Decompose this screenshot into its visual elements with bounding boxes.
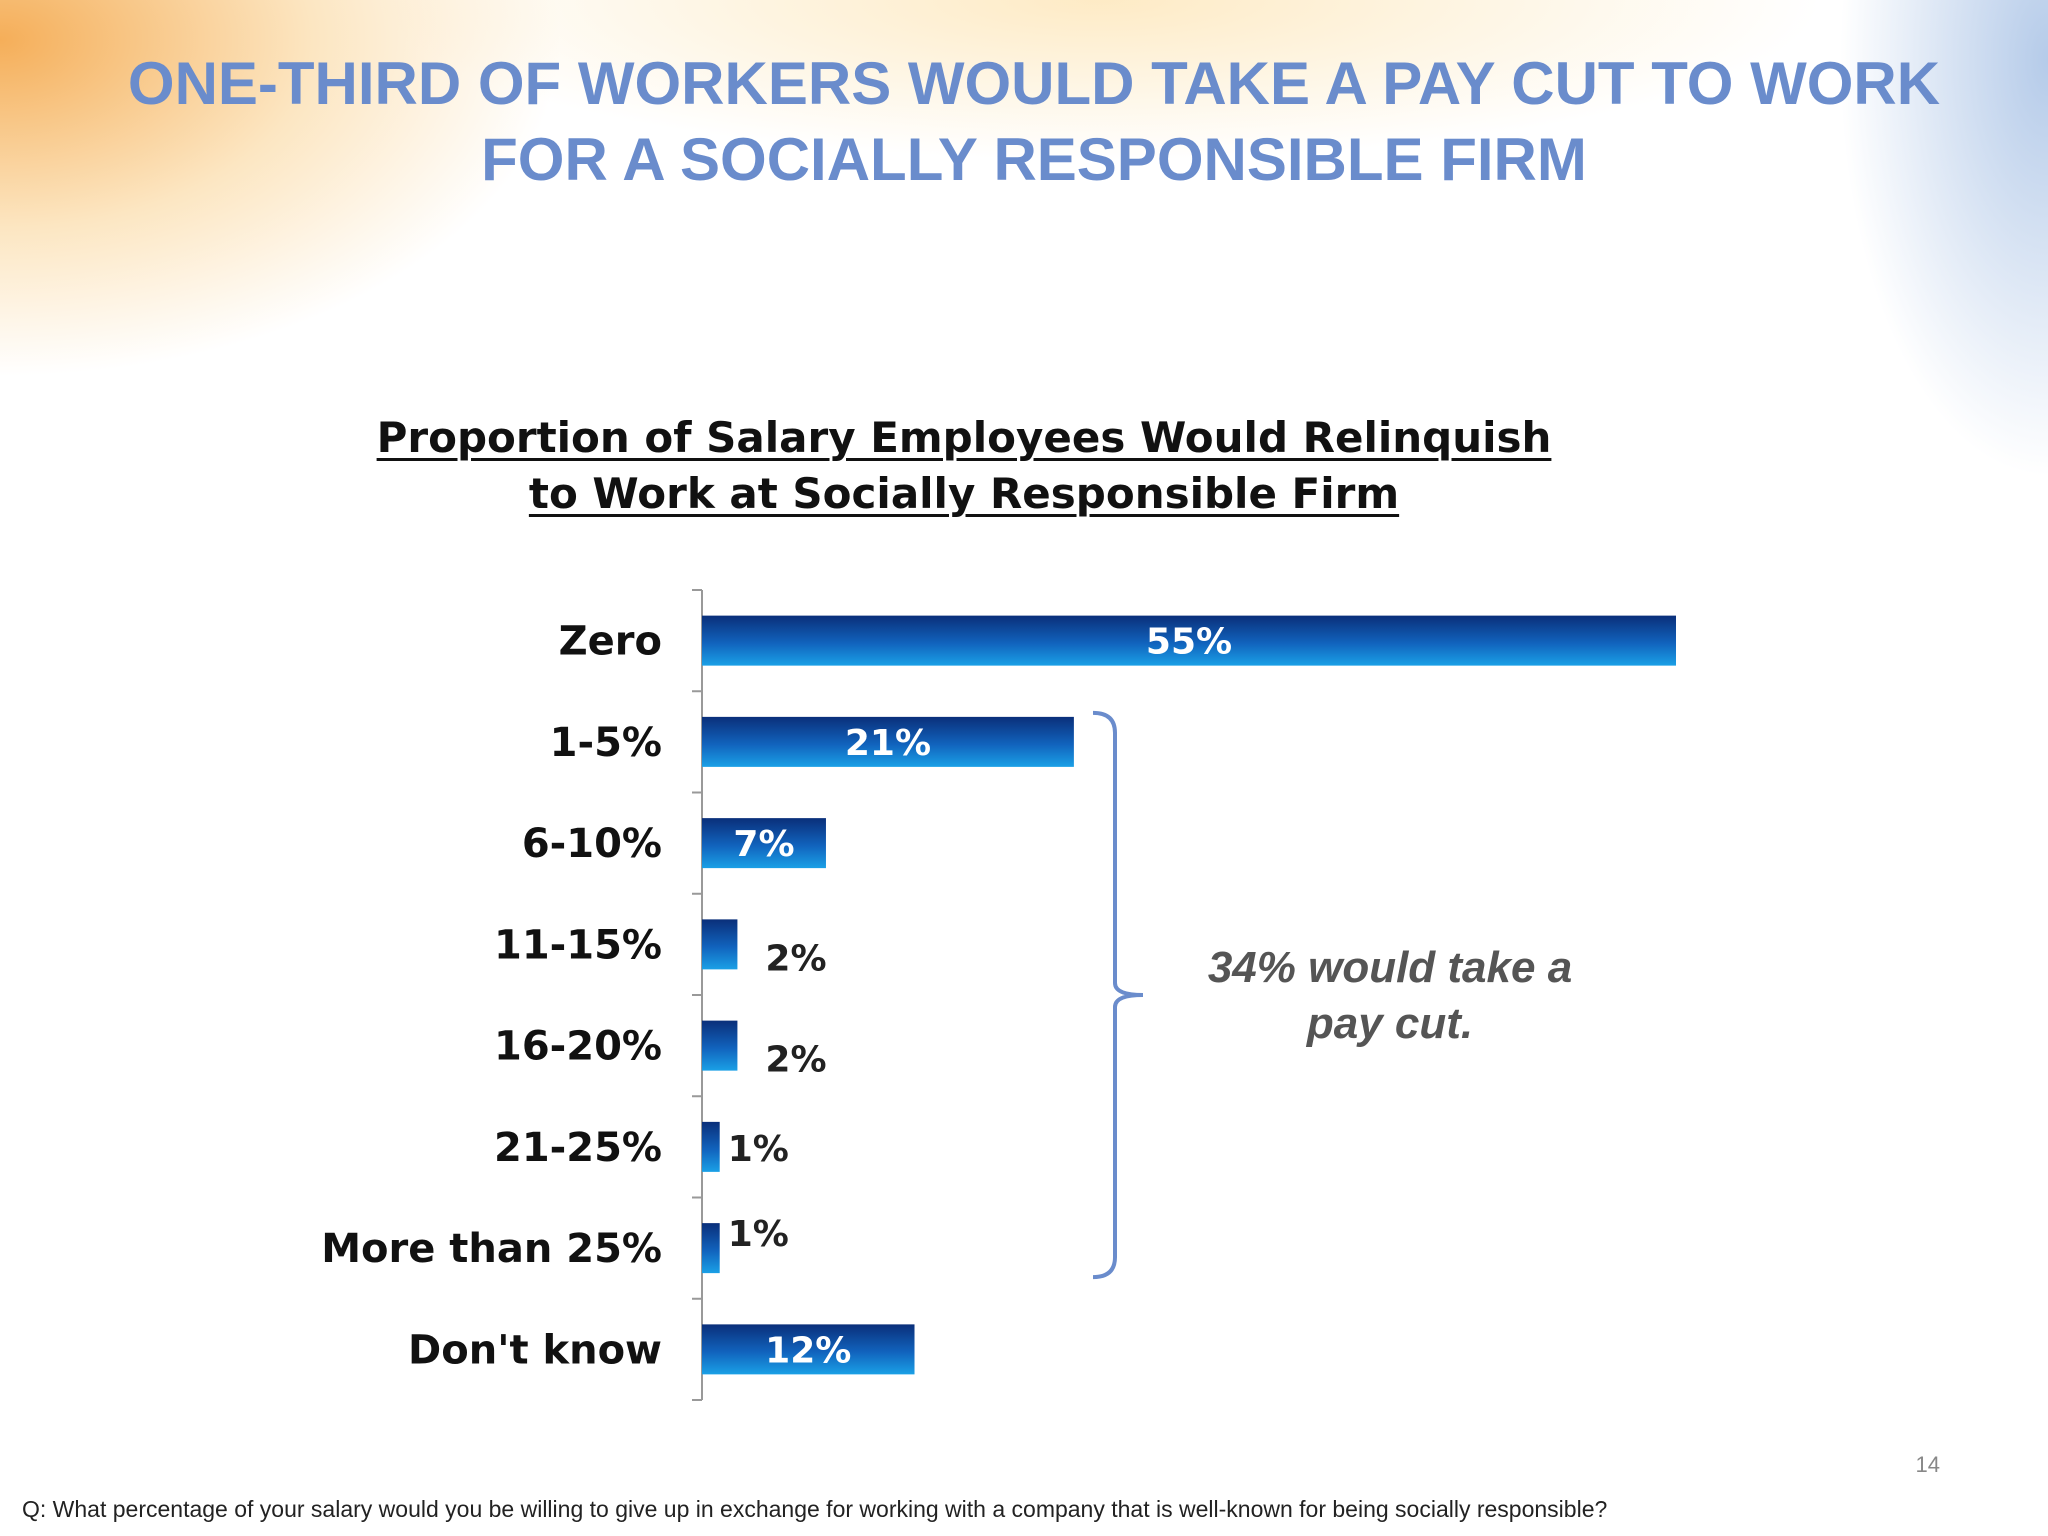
category-label: 1-5% — [550, 720, 662, 766]
bar-value-label: 2% — [765, 1040, 826, 1081]
chart-title-line1: Proportion of Salary Employees Would Rel… — [376, 413, 1552, 462]
bar-value-label: 1% — [728, 1214, 789, 1255]
bar-value-label: 12% — [765, 1330, 851, 1371]
survey-question-footnote: Q: What percentage of your salary would … — [22, 1496, 1608, 1522]
category-label: 16-20% — [494, 1024, 662, 1070]
bar — [702, 1223, 720, 1274]
bar — [702, 1121, 720, 1172]
category-label: Don't know — [408, 1327, 662, 1373]
category-label: More than 25% — [321, 1226, 662, 1272]
pay-cut-annotation: 34% would take a pay cut. — [1170, 940, 1610, 1052]
bar — [702, 818, 826, 869]
bar-value-label: 2% — [765, 938, 826, 979]
category-label: 21-25% — [494, 1125, 662, 1171]
page-number: 14 — [1915, 1452, 1940, 1477]
bar-value-label: 7% — [733, 824, 794, 865]
bar-value-label: 55% — [1146, 622, 1232, 663]
bar — [702, 919, 738, 970]
annotation-line1: 34% would take a — [1207, 943, 1573, 992]
slide-title-line1: ONE-THIRD OF WORKERS WOULD TAKE A PAY CU… — [127, 50, 1941, 117]
bar — [702, 615, 1676, 666]
annotation-line2: pay cut. — [1306, 999, 1474, 1048]
chart-title-line2: to Work at Socially Responsible Firm — [528, 469, 1400, 518]
category-label: Zero — [559, 619, 662, 665]
bar-value-label: 21% — [845, 723, 931, 764]
category-label: 6-10% — [522, 821, 662, 867]
slide-title: ONE-THIRD OF WORKERS WOULD TAKE A PAY CU… — [40, 46, 2028, 198]
category-label: 11-15% — [494, 922, 662, 968]
bar-value-label: 1% — [728, 1129, 789, 1170]
bar — [702, 1324, 915, 1375]
bracket — [1092, 710, 1144, 1280]
bar — [702, 716, 1074, 767]
chart-title: Proportion of Salary Employees Would Rel… — [330, 410, 1598, 522]
slide-title-line2: FOR A SOCIALLY RESPONSIBLE FIRM — [481, 126, 1587, 193]
bar — [702, 1020, 738, 1071]
